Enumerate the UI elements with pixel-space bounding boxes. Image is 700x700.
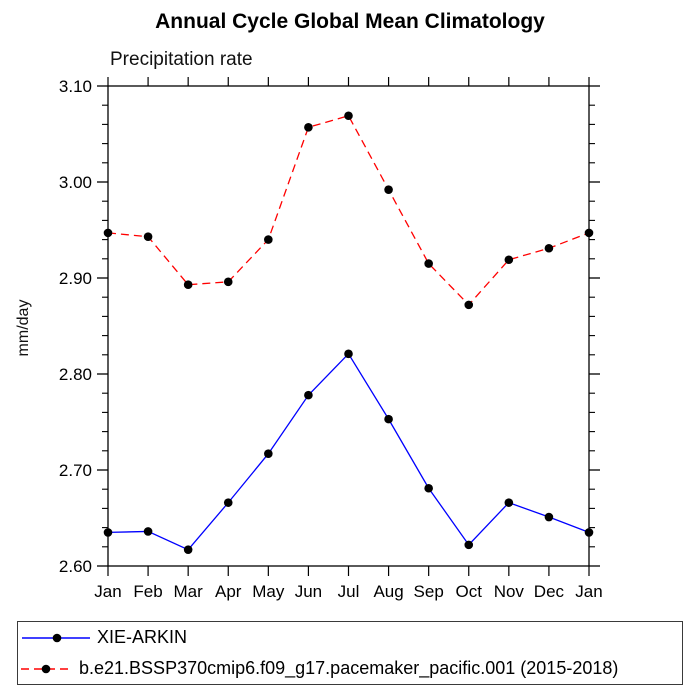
x-tick-label: Jan bbox=[575, 582, 602, 601]
x-tick-label: Oct bbox=[456, 582, 483, 601]
plot-frame bbox=[107, 85, 590, 567]
data-point-marker bbox=[384, 414, 393, 424]
data-point-marker bbox=[464, 300, 474, 310]
legend-label-obs: XIE-ARKIN bbox=[97, 627, 188, 647]
data-point-marker bbox=[504, 255, 514, 265]
data-point-marker bbox=[424, 483, 433, 493]
data-point-marker bbox=[183, 280, 193, 290]
data-point-marker bbox=[183, 545, 193, 554]
x-tick-label: Jun bbox=[295, 582, 322, 601]
data-point-marker bbox=[143, 232, 153, 242]
data-point-marker bbox=[223, 277, 233, 287]
data-point-marker bbox=[344, 349, 353, 359]
x-tick-label: May bbox=[252, 582, 285, 601]
legend-item-obs: XIE-ARKIN bbox=[18, 622, 682, 653]
data-point-marker bbox=[424, 259, 433, 268]
y-tick-label: 2.60 bbox=[59, 557, 92, 576]
y-tick-label: 2.90 bbox=[59, 269, 92, 288]
series-line-model bbox=[107, 114, 590, 306]
data-point-marker bbox=[304, 390, 313, 400]
x-tick-label: Apr bbox=[215, 582, 242, 601]
legend-label-model: b.e21.BSSP370cmip6.f09_g17.pacemaker_pac… bbox=[79, 658, 619, 678]
x-tick-label: Mar bbox=[174, 582, 204, 601]
y-tick-label: 2.80 bbox=[59, 365, 92, 384]
legend: XIE-ARKIN b.e21.BSSP370cmip6.f09_g17.pac… bbox=[17, 621, 683, 685]
data-point-marker bbox=[504, 498, 514, 507]
x-tick-label: Feb bbox=[133, 582, 162, 601]
plot-area: 2.60 2.70 2.80 2.90 3.00 3.10 Jan Feb Mar Apr May J… bbox=[59, 77, 603, 601]
legend-dashed-line-sample bbox=[21, 664, 73, 673]
data-point-marker bbox=[304, 122, 313, 132]
legend-item-model: b.e21.BSSP370cmip6.f09_g17.pacemaker_pac… bbox=[18, 653, 682, 684]
legend-marker-dot bbox=[52, 633, 62, 642]
data-point-marker bbox=[143, 527, 153, 536]
data-point-marker bbox=[384, 185, 393, 194]
data-point-marker bbox=[584, 528, 594, 537]
legend-marker-dot bbox=[41, 664, 51, 673]
x-tick-label: Jul bbox=[338, 582, 360, 601]
data-point-marker bbox=[223, 498, 233, 507]
y-tick-label: 3.10 bbox=[59, 77, 92, 96]
data-point-marker bbox=[544, 512, 554, 522]
data-point-marker bbox=[264, 449, 273, 458]
x-tick-label: Nov bbox=[494, 582, 525, 601]
y-tick-label: 3.00 bbox=[59, 173, 92, 192]
series-line-obs bbox=[107, 352, 590, 551]
y-tick-label: 2.70 bbox=[59, 461, 92, 480]
x-tick-label: Aug bbox=[373, 582, 403, 601]
legend-solid-line-sample bbox=[22, 633, 90, 642]
chart-title: Annual Cycle Global Mean Climatology bbox=[155, 10, 545, 33]
data-point-marker bbox=[344, 111, 353, 121]
data-point-marker bbox=[264, 235, 273, 244]
x-tick-label: Sep bbox=[414, 582, 444, 601]
data-point-marker bbox=[103, 228, 113, 238]
x-tick-label: Dec bbox=[534, 582, 565, 601]
data-point-marker bbox=[584, 228, 594, 238]
data-point-marker bbox=[464, 540, 474, 550]
x-tick-label: Jan bbox=[94, 582, 121, 601]
data-point-marker bbox=[544, 243, 554, 253]
y-axis-label: mm/day bbox=[15, 299, 32, 357]
chart-subtitle: Precipitation rate bbox=[110, 49, 253, 70]
data-point-marker bbox=[103, 528, 113, 537]
